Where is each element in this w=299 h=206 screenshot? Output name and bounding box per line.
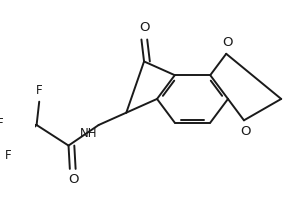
Text: O: O	[240, 125, 251, 138]
Text: O: O	[222, 36, 233, 49]
Text: F: F	[4, 149, 11, 162]
Text: O: O	[68, 173, 79, 186]
Text: O: O	[139, 21, 150, 34]
Text: F: F	[36, 84, 42, 97]
Text: NH: NH	[80, 127, 97, 140]
Text: F: F	[0, 117, 4, 130]
